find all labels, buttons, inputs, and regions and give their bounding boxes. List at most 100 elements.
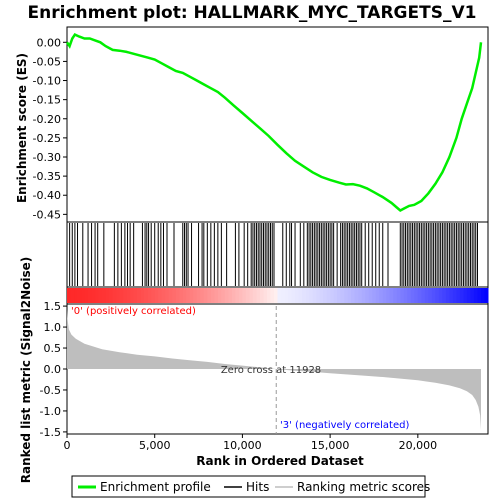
rank-band-cell: [207, 288, 212, 303]
rank-band-cell: [126, 288, 131, 303]
rank-band-cell: [193, 288, 198, 303]
rank-band-cell: [84, 288, 89, 303]
negative-annotation: '3' (negatively correlated): [280, 420, 409, 431]
metric-x-axis-label: Rank in Ordered Dataset: [196, 454, 364, 468]
rank-band-cell: [323, 288, 328, 303]
chart-title: Enrichment plot: HALLMARK_MYC_TARGETS_V1: [28, 3, 477, 23]
rank-band-cell: [428, 288, 433, 303]
rank-band-cell: [91, 288, 96, 303]
rank-band-cell: [326, 288, 331, 303]
enrichment-profile-line: [65, 33, 483, 213]
rank-band-cell: [302, 288, 307, 303]
rank-band-cell: [316, 288, 321, 303]
hits-panel: [66, 221, 489, 288]
metric-y-axis-label: Ranked list metric (Signal2Noise): [19, 257, 33, 484]
rank-band-cell: [435, 288, 440, 303]
rank-band-cell: [196, 288, 201, 303]
rank-band-cell: [375, 288, 380, 303]
rank-band-cell: [424, 288, 429, 303]
rank-band-cell: [119, 288, 124, 303]
rank-band-cell: [333, 288, 338, 303]
es-y-tick-label: -0.40: [33, 189, 61, 202]
rank-band-cell: [102, 288, 107, 303]
rank-band-cell: [214, 288, 219, 303]
rank-band-cell: [379, 288, 384, 303]
rank-band-cell: [400, 288, 405, 303]
es-y-tick-label: -0.35: [33, 170, 61, 183]
metric-x-tick-label: 5,000: [139, 439, 171, 452]
es-panel: 0.00 -0.05 -0.10 -0.15 -0.20 -0.25 -0.30 -0.35 -…: [15, 26, 489, 223]
rank-band-cell: [403, 288, 408, 303]
rank-band-cell: [109, 288, 114, 303]
rank-band-cell: [238, 288, 243, 303]
rank-band-cell: [361, 288, 366, 303]
ranking-metric-area: [67, 309, 481, 430]
rank-band-cell: [365, 288, 370, 303]
rank-band-cell: [351, 288, 356, 303]
es-plot-area: [66, 26, 489, 223]
rank-band-cell: [77, 288, 82, 303]
rank-band-cell: [386, 288, 391, 303]
legend-box: [71, 475, 426, 498]
rank-band-cell: [182, 288, 187, 303]
rank-band-cell: [105, 288, 110, 303]
rank-band-cell: [459, 288, 464, 303]
rank-band-cell: [231, 288, 236, 303]
rank-band-cell: [151, 288, 156, 303]
metric-y-tick-label: -0.5: [40, 384, 61, 397]
rank-band-cell: [417, 288, 422, 303]
rank-band-cell: [337, 288, 342, 303]
rank-band-cell: [309, 288, 314, 303]
metric-x-axis: 0 5,000 10,000 15,000 20,000: [64, 434, 437, 452]
rank-band-cells: [67, 288, 489, 303]
rank-band-cell: [249, 288, 254, 303]
rank-band-cell: [431, 288, 436, 303]
rank-band-cell: [175, 288, 180, 303]
rank-band-cell: [277, 288, 282, 303]
rank-band-cell: [389, 288, 394, 303]
rank-band-cell: [273, 288, 278, 303]
rank-band-cell: [295, 288, 300, 303]
zero-cross-annotation: Zero cross at 11928: [221, 365, 321, 376]
rank-band-cell: [140, 288, 145, 303]
legend-enrichment-label: Enrichment profile: [100, 480, 211, 494]
rank-band-cell: [368, 288, 373, 303]
rank-band-cell: [123, 288, 128, 303]
rank-band-cell: [449, 288, 454, 303]
rank-band-cell: [112, 288, 117, 303]
legend-metric-label: Ranking metric scores: [297, 480, 430, 494]
rank-band-cell: [116, 288, 121, 303]
rank-band-cell: [242, 288, 247, 303]
rank-band-cell: [344, 288, 349, 303]
rank-band-cell: [270, 288, 275, 303]
rank-band-cell: [186, 288, 191, 303]
rank-band-cell: [165, 288, 170, 303]
es-y-axis: 0.00 -0.05 -0.10 -0.15 -0.20 -0.25 -0.30 -0.35 -…: [33, 36, 67, 221]
rank-band-cell: [224, 288, 229, 303]
metric-x-tick-label: 10,000: [223, 439, 262, 452]
rank-band-cell: [168, 288, 173, 303]
es-y-tick-label: -0.30: [33, 151, 61, 164]
rank-band-cell: [256, 288, 261, 303]
rank-color-band: [66, 286, 489, 305]
rank-band-cell: [298, 288, 303, 303]
metric-y-tick-label: 1.5: [44, 300, 62, 313]
es-y-tick-label: -0.20: [33, 113, 61, 126]
rank-band-cell: [203, 288, 208, 303]
rank-band-cell: [463, 288, 468, 303]
rank-band-cell: [473, 288, 478, 303]
metric-x-tick-label: 0: [64, 439, 71, 452]
metric-y-tick-label: 1.0: [44, 321, 62, 334]
rank-band-cell: [137, 288, 142, 303]
es-y-tick-label: -0.15: [33, 94, 61, 107]
metric-x-tick-label: 15,000: [311, 439, 350, 452]
rank-band-cell: [245, 288, 250, 303]
rank-band-cell: [330, 288, 335, 303]
rank-band-cell: [67, 288, 72, 303]
rank-band-cell: [70, 288, 75, 303]
rank-band-cell: [354, 288, 359, 303]
rank-band-cell: [456, 288, 461, 303]
rank-band-cell: [466, 288, 471, 303]
rank-band-cell: [210, 288, 215, 303]
rank-band-cell: [259, 288, 264, 303]
